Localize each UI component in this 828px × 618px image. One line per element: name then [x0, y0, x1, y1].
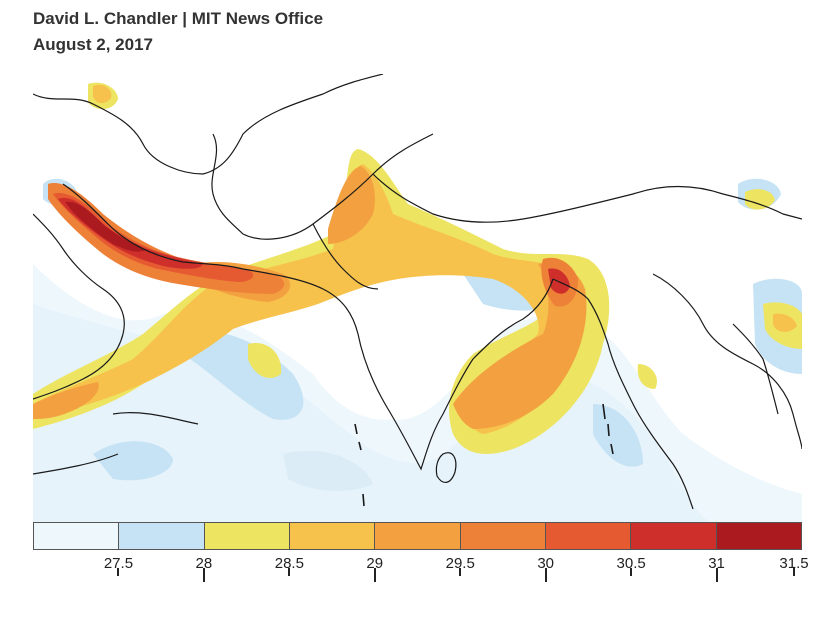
legend-tick-label: 30 [537, 555, 554, 572]
legend-tick-mark [793, 568, 795, 576]
legend-bin-4 [375, 523, 461, 549]
islands-andaman [602, 403, 614, 455]
legend-tick-label: 28.5 [274, 555, 304, 572]
border-pakistan-india [312, 223, 379, 290]
legend-tick-mark [715, 568, 718, 582]
coast-horn [112, 412, 199, 425]
legend-tick-label: 29.5 [445, 555, 475, 572]
legend-tick-mark [544, 568, 547, 582]
legend-tick-mark [117, 568, 120, 576]
legend-bin-0 [34, 523, 120, 549]
legend-bin-7 [631, 523, 717, 549]
legend-tick-mark [202, 568, 205, 582]
border-north [33, 74, 384, 175]
coast-india [242, 268, 554, 471]
legend-bin-1 [119, 523, 205, 549]
legend-bin-3 [289, 523, 376, 549]
coast-africa [33, 453, 119, 475]
color-legend [33, 522, 802, 550]
border-thailand [732, 323, 779, 415]
heat-map [33, 74, 802, 524]
border-himalaya [372, 173, 802, 223]
legend-ticks: 27.5 28 28.5 29 29.5 30 30.5 31 31.5 [33, 552, 809, 592]
legend-bar [33, 522, 802, 550]
coast-arabia [33, 213, 125, 400]
article-byline: David L. Chandler | MIT News Office Augu… [33, 6, 323, 58]
legend-bin-5 [460, 523, 546, 549]
legend-tick-label: 31 [708, 555, 725, 572]
island-srilanka [435, 452, 457, 483]
legend-tick-mark [373, 568, 376, 582]
legend-tick-label: 30.5 [616, 555, 646, 572]
map-svg [33, 74, 802, 524]
islands-maldives [354, 423, 365, 507]
legend-tick-mark [459, 568, 462, 576]
border-se-asia [652, 273, 802, 450]
legend-tick-mark [630, 568, 633, 576]
legend-tick-mark [288, 568, 291, 576]
borders [33, 74, 802, 510]
legend-tick-label: 31.5 [779, 555, 809, 572]
date-line: August 2, 2017 [33, 35, 153, 54]
legend-bin-2 [204, 523, 290, 549]
legend-tick-label: 27.5 [103, 555, 134, 572]
border-iran-afghan [211, 133, 434, 240]
coast-myanmar [552, 278, 694, 510]
wetbulb-field-orange [33, 84, 797, 434]
coast-gulf [62, 183, 244, 270]
legend-tick-label: 28 [195, 555, 213, 572]
legend-bin-8 [716, 523, 801, 549]
legend-bin-6 [545, 523, 632, 549]
legend-tick-label: 29 [366, 555, 384, 572]
author-line: David L. Chandler | MIT News Office [33, 9, 324, 28]
